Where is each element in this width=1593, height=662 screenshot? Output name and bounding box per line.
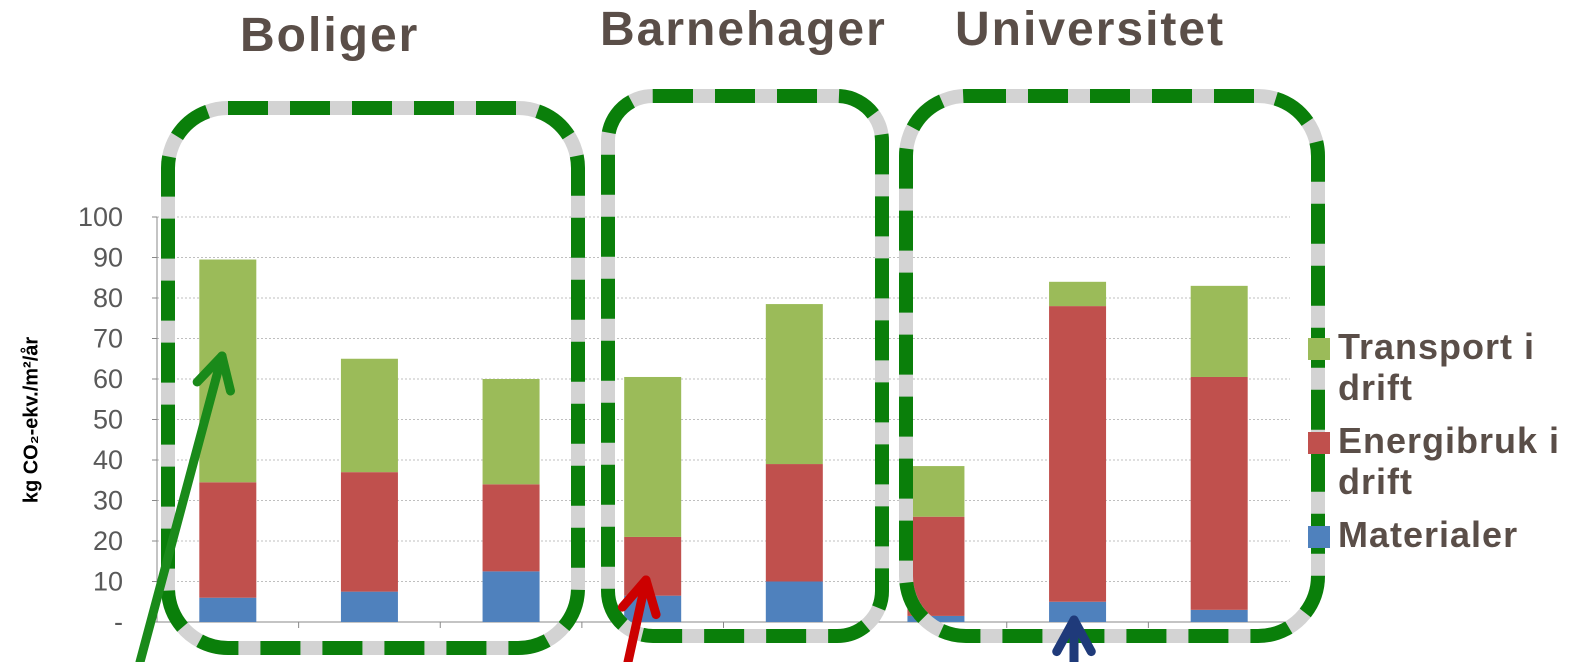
legend-swatch-energibruk — [1308, 432, 1330, 454]
y-axis-label: kg CO₂-ekv./m²/år — [20, 336, 43, 504]
y-tick-label: 40 — [93, 445, 123, 475]
bar-segment-transport — [1049, 281, 1107, 307]
bar-segment-materialer — [199, 597, 257, 622]
y-tick-label: 20 — [93, 526, 123, 556]
bar-segment-transport — [765, 304, 823, 465]
y-tick-label: 80 — [93, 283, 123, 313]
bar-segment-materialer — [907, 615, 965, 622]
legend-item-energibruk: Energibruk i drift — [1308, 420, 1593, 502]
bar-segment-materialer — [340, 591, 398, 622]
group-frame — [161, 101, 585, 655]
arrow-red-head — [617, 575, 661, 620]
group-frames — [161, 89, 1325, 655]
bar-segment-energibruk — [1049, 306, 1107, 602]
bar-segment-energibruk — [482, 484, 540, 572]
legend-item-transport: Transport i drift — [1308, 326, 1593, 408]
y-tick-label: 30 — [93, 486, 123, 516]
y-tick-label: 60 — [93, 364, 123, 394]
bar-segment-energibruk — [340, 472, 398, 592]
legend-swatch-transport — [1308, 338, 1330, 360]
arrow-red — [623, 575, 651, 662]
bar-segment-transport — [907, 466, 965, 517]
y-axis: - 10 20 30 40 50 60 70 80 90 100 — [78, 202, 1291, 637]
legend: Transport i drift Energibruk i drift Mat… — [1308, 326, 1593, 567]
legend-label-transport: Transport i drift — [1338, 326, 1536, 408]
bar-segment-transport — [624, 376, 682, 537]
legend-swatch-materialer — [1308, 526, 1330, 548]
group-title-barnehager: Barnehager — [600, 3, 887, 56]
y-tick-label: 90 — [93, 243, 123, 273]
bar-segment-energibruk — [1190, 376, 1248, 610]
bar-segment-materialer — [765, 581, 823, 622]
group-title-universitet: Universitet — [955, 3, 1226, 56]
bar-segment-energibruk — [199, 482, 257, 598]
bars — [199, 259, 1248, 622]
gridlines — [157, 216, 1290, 582]
arrow-green — [135, 351, 227, 662]
arrow-blue-head — [1052, 615, 1096, 657]
group-frame — [899, 89, 1325, 643]
bar-segment-materialer — [1190, 609, 1248, 622]
bar-segment-transport — [340, 358, 398, 473]
bar-segment-energibruk — [624, 536, 682, 596]
legend-label-energibruk: Energibruk i drift — [1338, 420, 1561, 502]
y-tick-label: 70 — [93, 324, 123, 354]
bar-segment-transport — [1190, 285, 1248, 377]
y-tick-label: 100 — [78, 202, 123, 232]
bar-segment-energibruk — [765, 464, 823, 582]
legend-item-materialer: Materialer — [1308, 514, 1593, 555]
group-frame-shadow — [899, 89, 1325, 643]
legend-label-materialer: Materialer — [1338, 514, 1519, 555]
bar-segment-transport — [482, 379, 540, 485]
group-title-boliger: Boliger — [240, 9, 420, 62]
arrow-green-head — [192, 351, 235, 396]
arrows — [135, 351, 1096, 662]
bar-segment-materialer — [482, 571, 540, 622]
group-frame — [601, 89, 889, 643]
y-tick-label: 50 — [93, 405, 123, 435]
bar-segment-materialer — [1049, 601, 1107, 622]
y-tick-label: - — [114, 607, 123, 637]
y-tick-label: 10 — [93, 567, 123, 597]
